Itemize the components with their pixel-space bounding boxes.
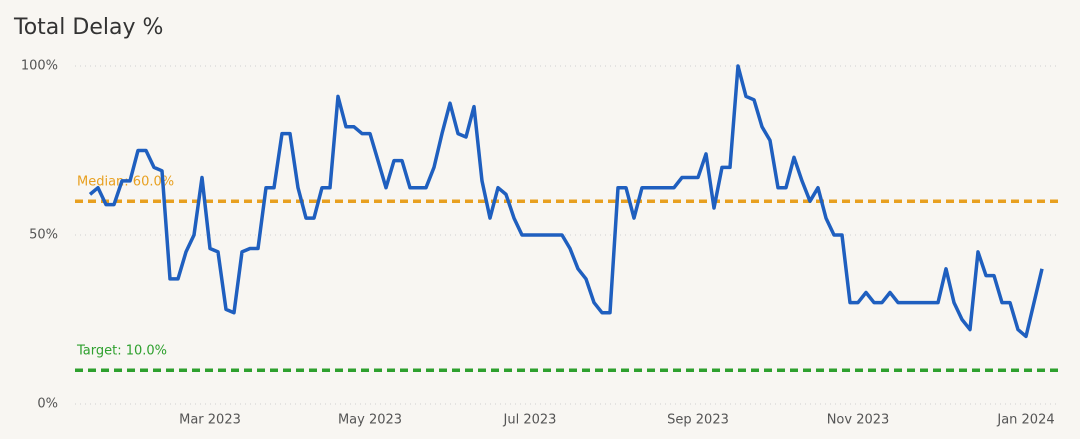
x-tick-label: Nov 2023 xyxy=(827,413,890,428)
reference-label: Target: 10.0% xyxy=(76,344,167,359)
data-line xyxy=(88,64,1044,339)
chart-title: Total Delay % xyxy=(13,15,163,40)
x-tick-label: Sep 2023 xyxy=(667,413,729,428)
x-tick-label: Jul 2023 xyxy=(503,413,557,428)
x-tick-label: Jan 2024 xyxy=(996,413,1054,428)
y-tick-label: 100% xyxy=(21,59,58,74)
y-tick-label: 0% xyxy=(37,397,58,412)
y-tick-label: 50% xyxy=(29,228,58,243)
x-tick-label: May 2023 xyxy=(338,413,402,428)
x-tick-label: Mar 2023 xyxy=(179,413,241,428)
